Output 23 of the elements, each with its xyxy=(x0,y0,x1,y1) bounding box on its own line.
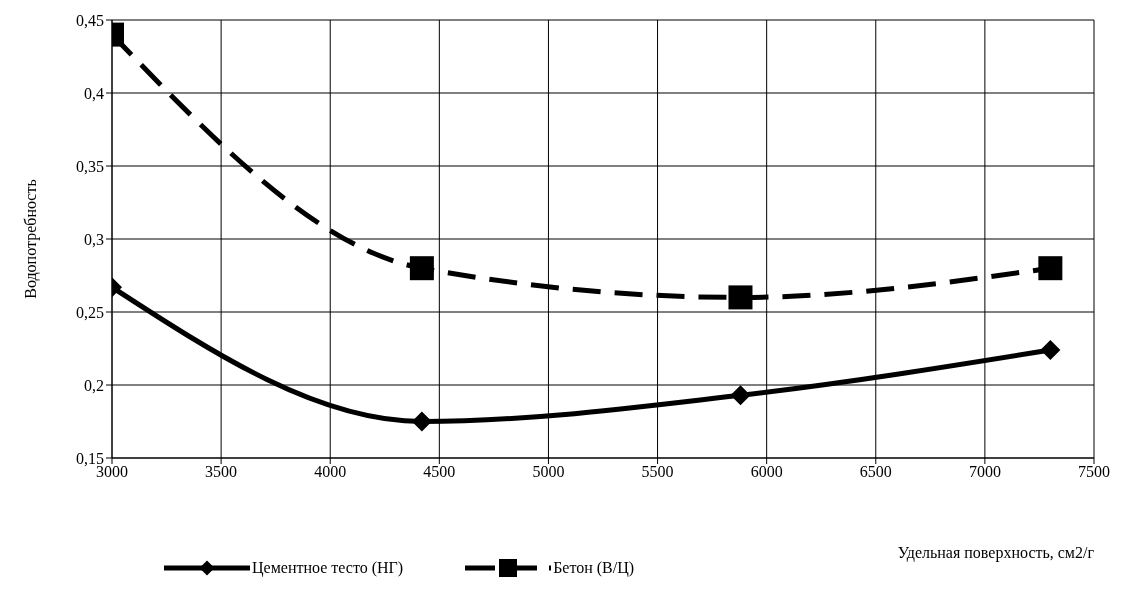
point xyxy=(1040,339,1061,360)
legend-label: Цементное тесто (НГ) xyxy=(252,559,404,577)
x-tick-label: 5000 xyxy=(532,463,565,481)
x-tick-label: 3500 xyxy=(205,463,238,481)
x-tick-label: 4500 xyxy=(423,463,456,481)
y-tick-label: 0,35 xyxy=(76,157,104,175)
x-tick-label: 7000 xyxy=(968,463,1001,481)
x-tick-label: 5500 xyxy=(641,463,674,481)
x-tick-label: 4000 xyxy=(314,463,347,481)
y-tick-label: 0,25 xyxy=(76,303,104,321)
y-tick-label: 0,3 xyxy=(84,230,104,248)
y-axis-title: Водопотребность xyxy=(21,179,40,299)
y-tick-label: 0,45 xyxy=(76,11,104,29)
legend-label: Бетон (В/Ц) xyxy=(553,559,635,577)
x-tick-label: 7500 xyxy=(1078,463,1110,481)
y-tick-label: 0,4 xyxy=(84,84,104,102)
y-tick-label: 0,2 xyxy=(84,376,104,394)
point xyxy=(730,385,751,406)
x-tick-label: 6500 xyxy=(859,463,892,481)
x-axis-title: Удельная поверхность, см2/г xyxy=(897,544,1095,562)
x-tick-label: 6000 xyxy=(750,463,783,481)
point xyxy=(728,285,753,310)
point xyxy=(1038,256,1063,281)
